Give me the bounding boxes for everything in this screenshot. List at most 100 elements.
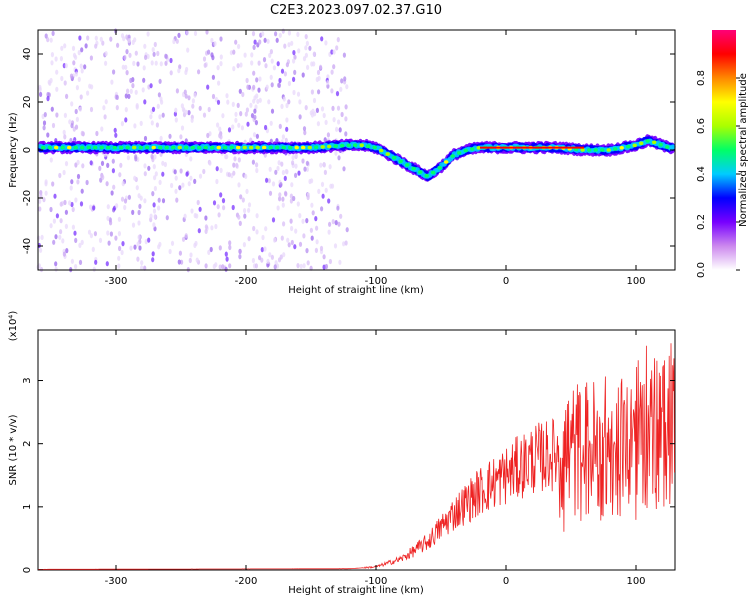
heatmap-cell [227,127,232,133]
heatmap-cell [149,114,153,120]
heatmap-cell [72,60,76,66]
heatmap-cell [169,70,173,76]
heatmap-cell [266,258,270,264]
x-tick-label: -300 [105,576,128,587]
y-tick-label: 20 [22,96,33,109]
heatmap-cell [184,93,188,99]
heatmap-cell [50,60,54,66]
heatmap-cell [332,117,336,123]
heatmap-cell [272,65,276,71]
ridge-peak [73,145,78,150]
heatmap-cell [244,111,248,117]
x-tick-label: -300 [105,276,128,287]
heatmap-cell [238,220,242,226]
heatmap-cell [280,103,284,109]
heatmap-cell [150,60,154,66]
heatmap-cell [292,76,296,82]
heatmap-cell [227,172,231,178]
heatmap-cell [178,64,182,70]
heatmap-cell [94,43,98,49]
heatmap-cell [44,179,48,185]
heatmap-cell [216,122,220,128]
heatmap-cell [62,129,66,135]
heatmap-cell [263,246,267,252]
heatmap-cell [264,124,268,131]
heatmap-cell [179,168,183,174]
heatmap-cell [294,152,298,158]
heatmap-cell [117,231,121,237]
heatmap-cell [237,182,241,188]
heatmap-cell [102,105,106,111]
heatmap-cell [156,103,160,109]
heatmap-cell [186,47,190,53]
heatmap-cell [261,234,265,241]
heatmap-cell [77,76,81,82]
heatmap-cell [175,88,179,94]
heatmap-cell [124,107,128,113]
heatmap-cell [135,185,139,191]
heatmap-cell [245,77,249,84]
heatmap-cell [323,169,327,175]
heatmap-cell [242,242,246,248]
heatmap-cell [38,206,42,212]
ridge-peak [626,144,631,149]
heatmap-cell [42,120,47,126]
heatmap-cell [95,130,99,137]
heatmap-cell [154,60,158,66]
heatmap-cell [287,99,291,105]
heatmap-cell [151,106,156,112]
heatmap-cell [174,107,178,113]
heatmap-cell [149,83,153,89]
heatmap-cell [150,120,154,126]
heatmap-cell [290,40,294,46]
heatmap-cell [273,264,277,270]
heatmap-cell [270,108,275,114]
heatmap-cell [326,132,330,138]
heatmap-cell [268,190,273,196]
heatmap-cell [151,191,155,197]
heatmap-cell [46,132,50,138]
heatmap-cell [158,179,162,185]
heatmap-cell [282,252,286,258]
heatmap-cell [133,175,137,181]
heatmap-cell [343,76,347,82]
heatmap-cell [344,240,348,246]
heatmap-cell [143,171,147,177]
ridge-peak [658,142,663,147]
heatmap-cell [146,53,150,60]
ridge-peak [431,170,436,175]
heatmap-cell [92,205,96,211]
heatmap-cell [62,251,66,257]
heatmap-cell [37,235,41,241]
heatmap-cell [291,160,295,166]
heatmap-cell [151,257,155,263]
heatmap-cell [77,50,81,56]
heatmap-cell [42,125,46,131]
heatmap-cell [112,184,116,190]
heatmap-cell [101,40,105,46]
colorbar-ticks: 0.0 0.2 0.4 0.6 0.8 [696,70,740,278]
heatmap-cell [282,221,286,227]
heatmap-cell [58,172,62,179]
heatmap-cell [74,237,78,243]
ridge-peak [268,145,273,150]
heatmap-cell [324,263,328,270]
ridge-peak [450,154,455,158]
heatmap-cell [232,162,236,168]
heatmap-cell [211,74,215,80]
heatmap-cell [320,36,324,42]
heatmap-cell [293,54,297,60]
heatmap-cell [115,203,119,209]
heatmap-cell [103,114,107,120]
heatmap-cell [124,117,128,123]
x-tick-label: -200 [235,276,258,287]
heatmap-cell [254,104,258,110]
heatmap-cell [265,84,269,90]
heatmap-cell [54,234,58,240]
heatmap-cell [46,37,50,43]
heatmap-cell [311,210,315,216]
x-tick-label: 100 [626,276,645,287]
heatmap-cell [301,72,305,78]
snr-y-multiplier: (x10⁴) [8,311,19,342]
heatmap-cell [183,213,187,219]
